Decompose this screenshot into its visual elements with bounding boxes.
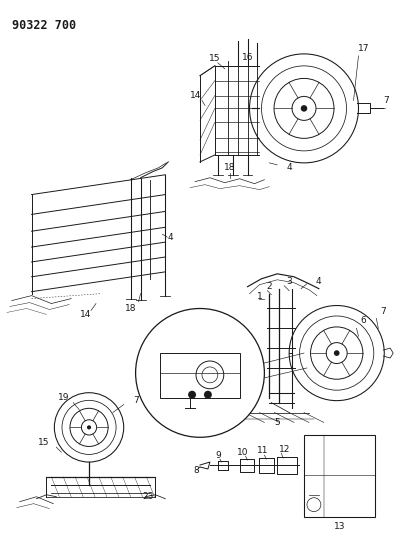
Bar: [160, 353, 240, 398]
Text: 8: 8: [193, 466, 199, 475]
Text: 17: 17: [358, 44, 369, 53]
Text: 4: 4: [286, 163, 292, 172]
Text: 1: 1: [257, 292, 262, 301]
Text: 15: 15: [38, 438, 49, 447]
Text: 18: 18: [224, 163, 236, 172]
Text: 20: 20: [160, 408, 171, 417]
Bar: [304, 435, 375, 516]
Text: 4: 4: [316, 277, 322, 286]
Text: 10: 10: [237, 448, 248, 457]
Text: 90322 700: 90322 700: [12, 19, 76, 32]
Text: 16: 16: [242, 53, 253, 62]
Circle shape: [188, 391, 196, 399]
Text: 9: 9: [215, 450, 221, 459]
Text: 18: 18: [125, 304, 137, 313]
Text: 19: 19: [58, 393, 69, 402]
Circle shape: [87, 425, 91, 430]
Text: 7: 7: [380, 307, 386, 316]
Circle shape: [334, 350, 339, 356]
Text: 5: 5: [274, 418, 280, 427]
Text: 7: 7: [133, 396, 139, 405]
Text: 3: 3: [286, 277, 292, 286]
Text: 7: 7: [383, 96, 389, 105]
Text: 14: 14: [80, 310, 92, 319]
Circle shape: [136, 309, 264, 437]
Text: 13: 13: [334, 522, 345, 531]
Text: 11: 11: [257, 446, 268, 455]
Text: 14: 14: [190, 91, 202, 100]
Text: 15: 15: [209, 54, 220, 63]
Text: 4: 4: [168, 233, 173, 241]
Text: 6: 6: [361, 316, 366, 325]
Text: 22: 22: [220, 408, 230, 417]
Circle shape: [204, 391, 212, 399]
Text: 12: 12: [279, 445, 290, 454]
Text: 21: 21: [190, 408, 200, 417]
Text: 23: 23: [143, 492, 154, 501]
Circle shape: [301, 105, 307, 111]
Text: 2: 2: [267, 282, 272, 291]
